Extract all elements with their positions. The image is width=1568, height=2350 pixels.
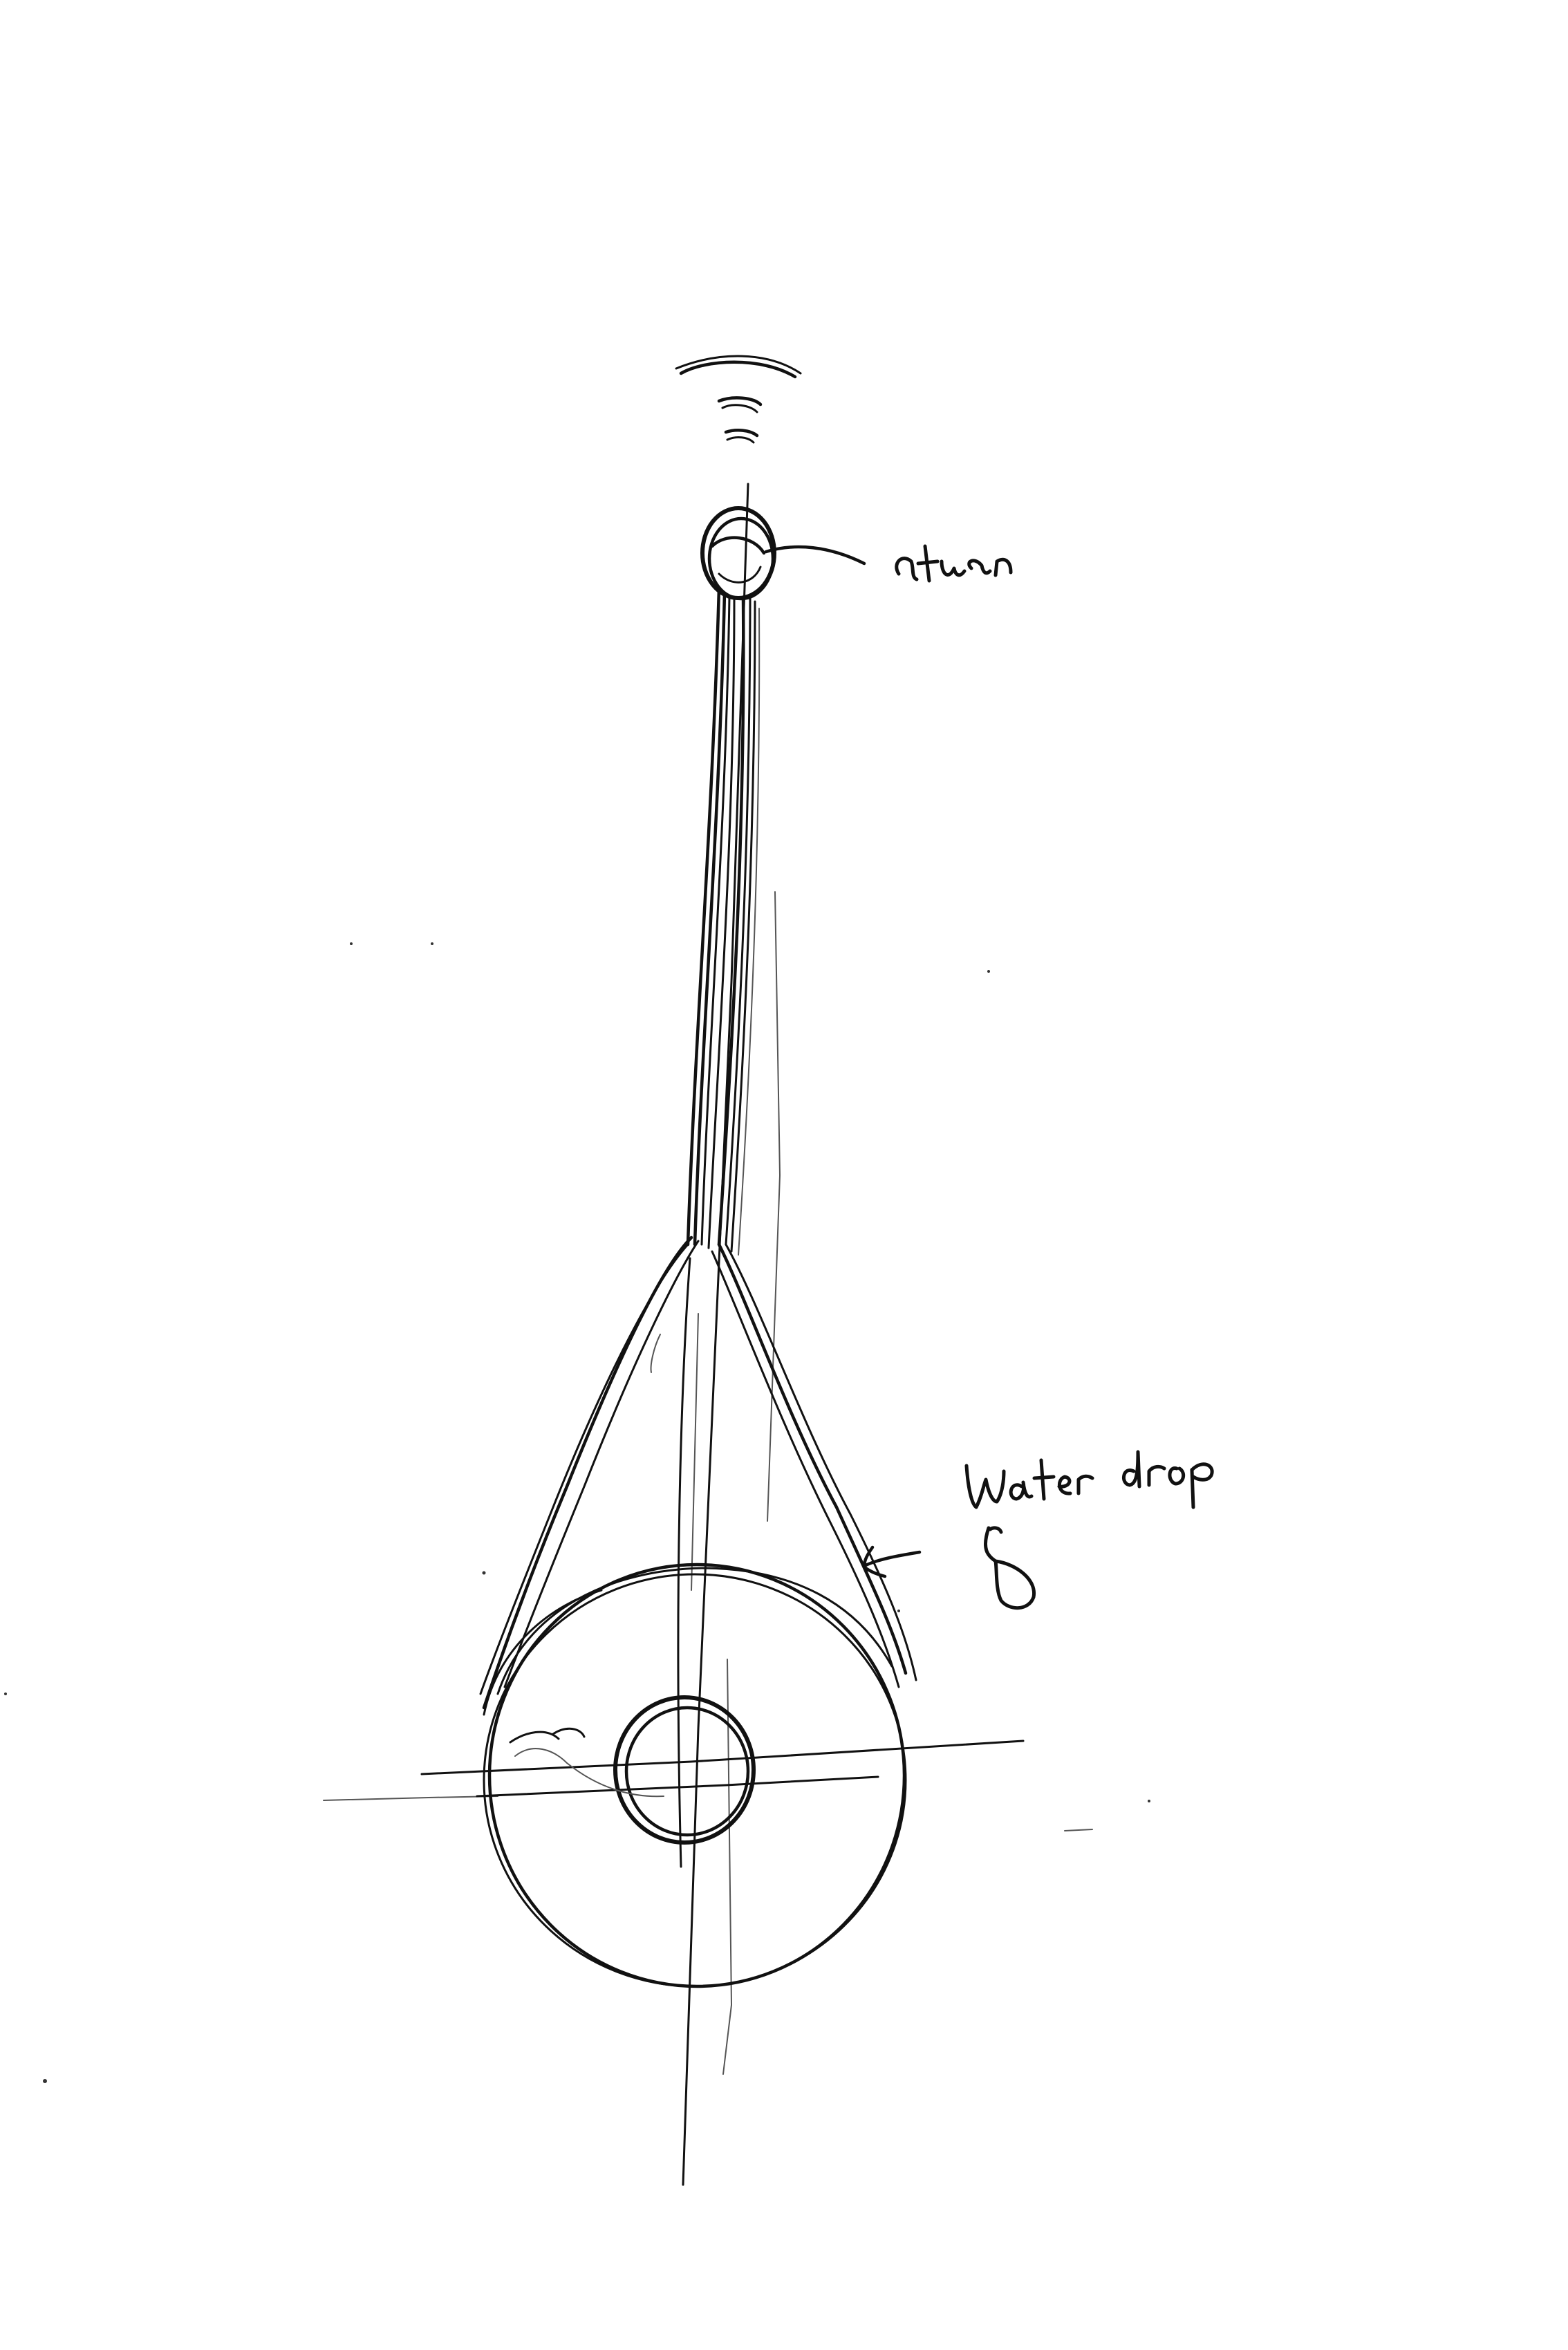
annotation-arrow	[862, 1545, 922, 1578]
base-sphere	[483, 1563, 907, 1988]
signal-arcs	[675, 355, 802, 444]
bottom-note-label: water drop	[964, 1452, 1220, 1507]
lamp-stem	[686, 586, 760, 1256]
drop-flare-left	[479, 1235, 700, 1710]
top-note-label: atuan	[899, 546, 1016, 584]
top-bulb	[700, 506, 776, 601]
core-circle	[613, 1695, 756, 1845]
drop-inner-stroke	[677, 1257, 699, 1868]
drop-flare-right	[711, 1242, 917, 1688]
top-note-handwriting	[895, 544, 1013, 583]
vertical-axis	[682, 483, 781, 2186]
base-scribbles	[509, 1727, 664, 1798]
horizontal-axis	[323, 1740, 1093, 1831]
bottom-note-handwriting	[964, 1450, 1214, 1610]
top-label-leader	[764, 545, 866, 566]
paper-specks	[4, 942, 1150, 2083]
